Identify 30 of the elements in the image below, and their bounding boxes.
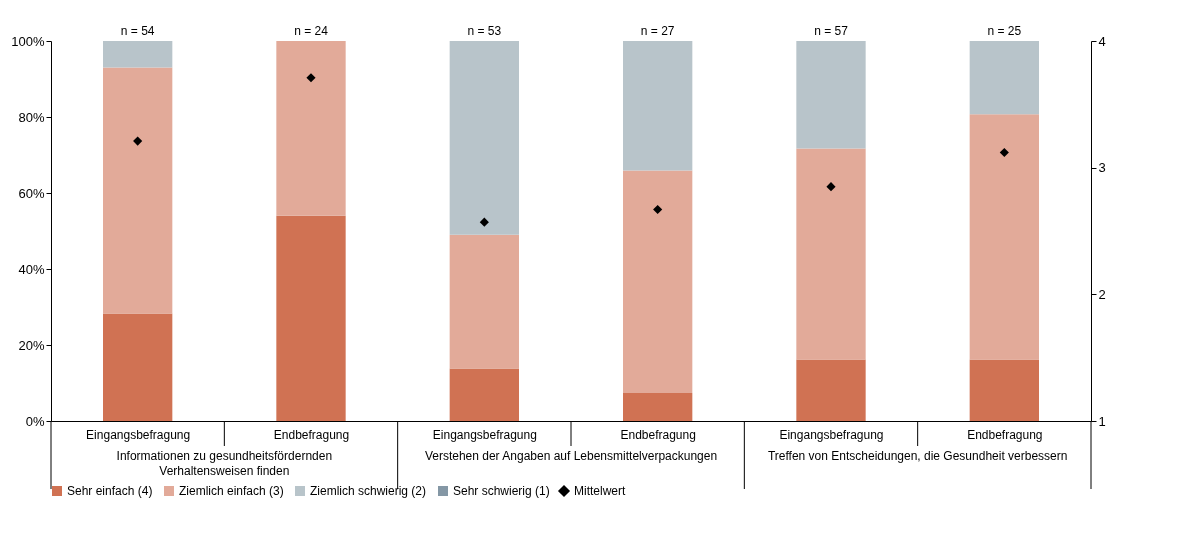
y-tick-label: 20%: [18, 337, 45, 353]
x-tick-label: Eingangsbefragung: [432, 427, 537, 442]
x-tick-label: Eingangsbefragung: [779, 427, 884, 442]
y2-tick-label: 2: [1098, 286, 1106, 302]
text: Verstehen der Angaben auf Lebensmittelverpackungen: [424, 449, 718, 463]
legend-label: Sehr einfach (4): [67, 484, 153, 498]
text: n = 25: [987, 24, 1022, 38]
y2-tick-label: 4: [1098, 33, 1106, 49]
x-tick-label: Endbefragung: [620, 427, 696, 442]
y-tick-label: 80%: [18, 109, 45, 125]
legend-label: Ziemlich einfach (3): [179, 484, 284, 498]
text: n = 27: [640, 24, 675, 38]
text: n = 54: [120, 24, 155, 38]
y-tick-label: 0%: [25, 413, 45, 429]
x-tick-label: Endbefragung: [967, 427, 1043, 442]
y2-tick-label: 1: [1098, 413, 1106, 429]
text: Informationen zu gesundheitsfördernden Verhaltensweisen finden: [116, 449, 333, 478]
legend-label: Ziemlich schwierig (2): [310, 484, 427, 498]
x-tick-label: Endbefragung: [273, 427, 350, 442]
y-tick-label: 100%: [11, 33, 45, 49]
text: n = 57: [814, 24, 849, 38]
text: n = 24: [294, 24, 329, 38]
legend-label: Sehr schwierig (1): [453, 484, 550, 498]
text: n = 53: [467, 24, 502, 38]
x-tick-label: Eingangsbefragung: [86, 427, 191, 442]
y-tick-label: 60%: [18, 185, 45, 201]
text: Treffen von Entscheidungen, die Gesundheit verbessern: [767, 449, 1068, 463]
legend-label: Mittelwert: [574, 484, 627, 498]
y2-tick-label: 3: [1098, 160, 1106, 176]
y-tick-label: 40%: [18, 261, 45, 277]
